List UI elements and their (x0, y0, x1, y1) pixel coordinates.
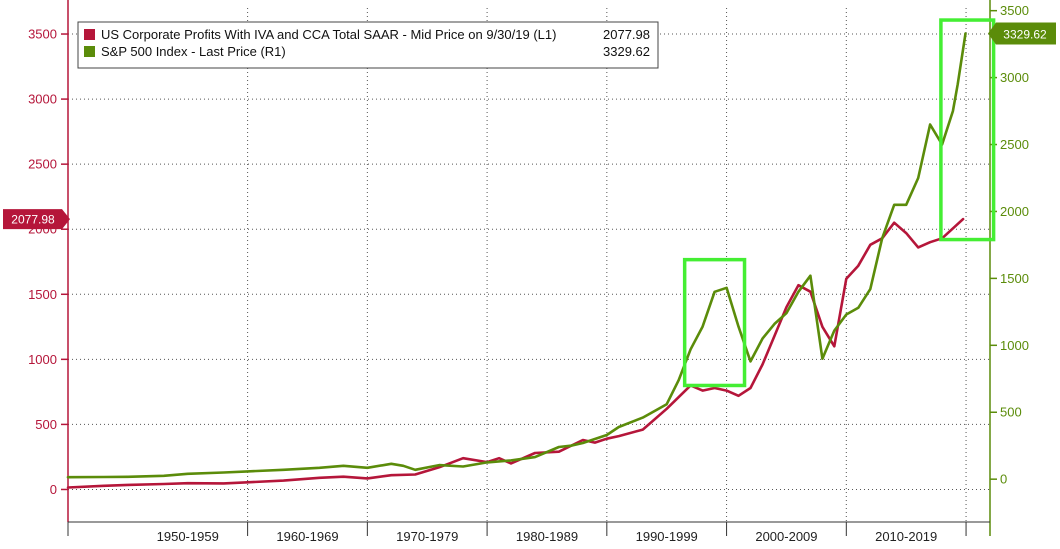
right-axis-tick-label: 3500 (1000, 3, 1029, 18)
left-axis-tick-label: 1000 (28, 352, 57, 367)
category-label: 1970-1979 (396, 529, 458, 544)
legend-label: S&P 500 Index - Last Price (R1) (101, 44, 286, 59)
category-label: 2010-2019 (875, 529, 937, 544)
category-label: 1990-1999 (636, 529, 698, 544)
highlight-box-dotcom (682, 257, 747, 388)
left-axis-tick-label: 0 (50, 482, 57, 497)
left-value-flag-label: 2077.98 (11, 213, 55, 227)
legend-label: US Corporate Profits With IVA and CCA To… (101, 27, 556, 42)
legend-swatch (84, 46, 95, 57)
legend-value: 3329.62 (603, 44, 650, 59)
left-axis-tick-label: 3500 (28, 27, 57, 42)
left-axis-tick-label: 2500 (28, 157, 57, 172)
category-label: 1950-1959 (157, 529, 219, 544)
left-axis-tick-label: 1500 (28, 287, 57, 302)
sp500-line (66, 32, 967, 479)
right-axis-tick-label: 1500 (1000, 271, 1029, 286)
left-axis-tick-label: 3000 (28, 92, 57, 107)
value-flags: 2077.98 3329.62 (3, 22, 1056, 230)
right-axis-tick-label: 2500 (1000, 137, 1029, 152)
gridlines (68, 8, 990, 522)
legend: US Corporate Profits With IVA and CCA To… (77, 21, 659, 69)
bottom-axis: 1950-1959 1960-1969 1970-1979 1980-1989 1990… (67, 521, 990, 544)
series-lines (66, 32, 967, 489)
corporate-profits-line (66, 217, 965, 489)
right-axis-tick-label: 0 (1000, 472, 1007, 487)
right-axis-tick-label: 3000 (1000, 70, 1029, 85)
right-value-flag (988, 22, 1056, 45)
left-axis-tick-label: 500 (35, 417, 57, 432)
legend-swatch (84, 29, 95, 40)
legend-box (77, 21, 659, 69)
right-axis: 0 500 1000 1500 2000 2500 3000 3500 (989, 0, 1029, 536)
left-value-flag (3, 209, 70, 230)
category-label: 1980-1989 (516, 529, 578, 544)
right-axis-tick-label: 500 (1000, 405, 1022, 420)
right-axis-tick-label: 2000 (1000, 204, 1029, 219)
highlight-boxes (682, 18, 996, 388)
highlight-box-recent (939, 18, 996, 242)
category-label: 2000-2009 (755, 529, 817, 544)
legend-value: 2077.98 (603, 27, 650, 42)
right-value-flag-label: 3329.62 (1003, 27, 1047, 41)
category-label: 1960-1969 (276, 529, 338, 544)
right-axis-tick-label: 1000 (1000, 338, 1029, 353)
